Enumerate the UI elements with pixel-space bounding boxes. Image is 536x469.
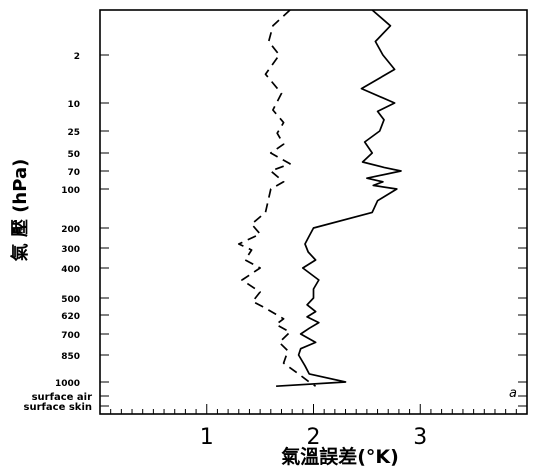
y-tick-label: 10: [67, 100, 80, 110]
y-tick-label: 400: [61, 265, 80, 275]
series-line-dashed: [237, 9, 317, 387]
x-tick-label: 3: [413, 425, 427, 450]
y-tick-label: 700: [61, 331, 80, 341]
y-axis-label: 氣 壓 (hPa): [9, 159, 31, 262]
y-tick-label: 500: [61, 295, 80, 305]
y-tick-label: 2: [74, 52, 80, 62]
series-line-solid: [276, 9, 402, 388]
series-layer: [237, 9, 402, 388]
x-axis-ticks: 1 2 3: [110, 404, 517, 450]
y-tick-label: 70: [67, 168, 80, 178]
y-tick-label: 100: [61, 186, 80, 196]
y-tick-label: 200: [61, 225, 80, 235]
y-tick-label: surface air: [32, 392, 92, 403]
x-axis-label: 氣溫誤差(°K): [281, 445, 399, 468]
y-tick-label: 25: [67, 128, 80, 138]
plot-frame: [99, 9, 528, 415]
x-tick-label: 2: [307, 425, 321, 450]
y-tick-label: 50: [67, 150, 80, 160]
y-tick-label: 850: [61, 352, 80, 362]
y-tick-label: surface skin: [24, 402, 92, 413]
y-tick-label: 620: [61, 312, 80, 322]
y-tick-label: 300: [61, 245, 80, 255]
x-tick-label: 1: [200, 425, 214, 450]
panel-label: a: [509, 386, 517, 401]
y-tick-label: 1000: [55, 379, 80, 389]
y-axis-ticks: 2 10 25 50 70 100 200 300 400 500 620 700 850 1000 sur…: [24, 52, 527, 413]
